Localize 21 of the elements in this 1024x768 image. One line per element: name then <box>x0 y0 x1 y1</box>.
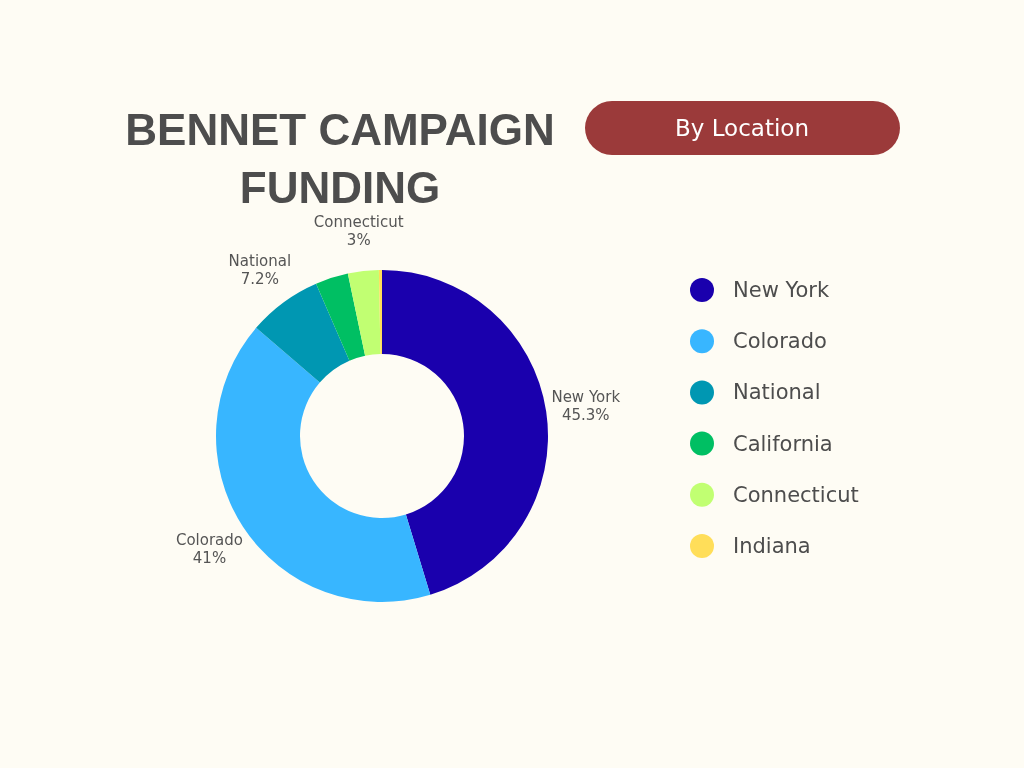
legend-label: Connecticut <box>733 482 859 507</box>
data-label: 3% <box>346 231 371 250</box>
data-label: 7.2% <box>240 270 279 289</box>
slice-label: Connecticut <box>313 213 404 232</box>
legend-label: Colorado <box>733 329 827 354</box>
data-label: 41% <box>192 548 227 567</box>
data-label: 45.3% <box>561 405 610 424</box>
slice-label: New York <box>551 387 621 406</box>
legend-label: New York <box>733 278 830 302</box>
donut-slice <box>378 270 382 355</box>
donut-slice <box>256 283 350 383</box>
chart-subtitle: By Location <box>675 115 809 141</box>
chart-title: BENNET CAMPAIGN FUNDING <box>125 105 555 212</box>
donut-slice <box>382 270 548 595</box>
slice-label: National <box>228 252 292 271</box>
donut-slice <box>316 273 366 361</box>
legend-label: Indiana <box>733 534 811 558</box>
donut-slice <box>347 270 381 356</box>
slice-label: Colorado <box>175 530 243 549</box>
legend-label: California <box>733 431 833 456</box>
legend-label: National <box>733 380 821 405</box>
